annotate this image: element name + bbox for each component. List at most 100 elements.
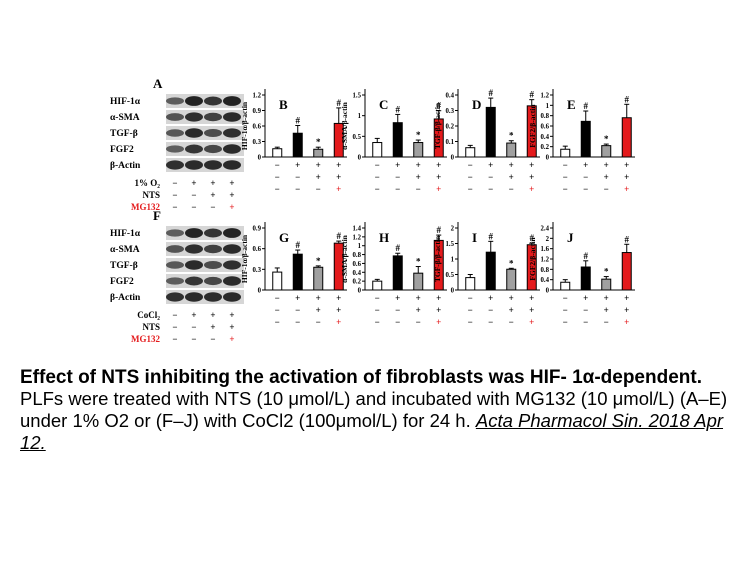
condition-mark: − xyxy=(563,184,568,194)
y-tick-label: 0.3 xyxy=(253,267,262,274)
bar xyxy=(313,148,324,158)
blot-band xyxy=(185,276,203,286)
condition-mark: − xyxy=(172,322,177,332)
condition-mark: − xyxy=(275,305,280,315)
y-tick-label: 1.6 xyxy=(541,246,550,253)
blot-band xyxy=(166,261,184,269)
condition-mark: − xyxy=(210,202,215,212)
condition-mark: + xyxy=(604,172,609,182)
y-tick-label: 0.9 xyxy=(253,226,262,233)
blot-band xyxy=(166,245,184,253)
condition-mark: + xyxy=(529,184,534,194)
band-label: α-SMA xyxy=(110,113,140,123)
condition-mark: − xyxy=(468,172,473,182)
condition-mark: + xyxy=(624,160,629,170)
blot-band xyxy=(166,113,184,121)
chart-J: J FGF2/β-actin 0 0.4 0.8 1.2 1.6 2 2.4 − − − # + − − * + +… xyxy=(528,222,635,327)
bar xyxy=(601,145,612,158)
condition-mark: − xyxy=(295,317,300,327)
bar xyxy=(621,117,632,158)
condition-mark: − xyxy=(375,293,380,303)
y-tick-label: 0 xyxy=(358,288,362,295)
significance-mark: # xyxy=(337,231,342,241)
blot-panel-F: F HIF-1α α-SMA TGF-β FGF2 β-Actin CoCl₂ − + + + NTS… xyxy=(110,208,244,344)
blot-band xyxy=(166,292,184,302)
condition-mark: − xyxy=(275,160,280,170)
condition-mark: + xyxy=(316,293,321,303)
condition-mark: + xyxy=(529,305,534,315)
blot-band xyxy=(204,160,222,170)
significance-mark: # xyxy=(530,233,535,243)
y-tick-label: 0.4 xyxy=(541,134,550,141)
y-axis-label: α-SMA/β-actin xyxy=(340,101,349,150)
band-label: TGF-β xyxy=(110,129,138,139)
band-label: α-SMA xyxy=(110,245,140,255)
significance-mark: # xyxy=(296,240,301,250)
caption-citation-link[interactable]: Acta Pharmacol Sin. 2018 Apr 12. xyxy=(20,410,724,453)
condition-mark: + xyxy=(395,293,400,303)
condition-mark: + xyxy=(336,317,341,327)
chart-I: I TGF-β/β-actin 0 0.5 1 1.5 2 − − − # + − − * + + − # + + + xyxy=(433,222,540,327)
condition-mark: + xyxy=(416,172,421,182)
bar xyxy=(465,147,476,158)
condition-mark: − xyxy=(275,184,280,194)
condition-mark: − xyxy=(395,317,400,327)
condition-mark: − xyxy=(172,202,177,212)
condition-mark: − xyxy=(468,184,473,194)
condition-mark: − xyxy=(395,184,400,194)
condition-mark: + xyxy=(229,310,234,320)
blot-band xyxy=(223,260,241,270)
blot-band xyxy=(204,292,222,302)
condition-mark: + xyxy=(436,317,441,327)
condition-mark: − xyxy=(583,172,588,182)
condition-mark: + xyxy=(229,202,234,212)
y-axis-label: TGF-β/β-actin xyxy=(433,102,442,149)
condition-mark: + xyxy=(436,160,441,170)
y-tick-label: 0.1 xyxy=(446,139,455,146)
y-tick-label: 0 xyxy=(258,288,262,295)
condition-mark: + xyxy=(395,160,400,170)
bar-chart-panels: B HIF-1α/β-actin 0 0.3 0.6 0.9 1.2 − − − # + − − * + + − #… xyxy=(240,88,635,327)
condition-mark: − xyxy=(604,317,609,327)
bar xyxy=(485,106,496,158)
blot-band xyxy=(185,244,203,254)
panel-letter: E xyxy=(567,97,576,112)
blot-band xyxy=(223,244,241,254)
condition-mark: − xyxy=(416,317,421,327)
y-tick-label: 2 xyxy=(451,226,455,233)
bar xyxy=(392,122,403,158)
y-tick-label: 0.2 xyxy=(541,144,550,151)
condition-mark: + xyxy=(624,172,629,182)
condition-mark: + xyxy=(210,310,215,320)
condition-mark: + xyxy=(229,190,234,200)
caption-text: PLFs were treated with NTS (10 μmol/L) a… xyxy=(20,388,728,431)
y-tick-label: 0.3 xyxy=(253,139,262,146)
blot-band xyxy=(223,292,241,302)
condition-mark: + xyxy=(509,172,514,182)
y-tick-label: 2.4 xyxy=(541,226,550,233)
blot-band xyxy=(223,96,241,106)
condition-mark: − xyxy=(416,184,421,194)
y-tick-label: 0 xyxy=(258,155,262,162)
bar xyxy=(413,142,424,158)
condition-mark: − xyxy=(563,305,568,315)
bar xyxy=(580,266,591,291)
condition-mark: − xyxy=(191,202,196,212)
band-label: HIF-1α xyxy=(110,229,141,239)
bar xyxy=(272,148,283,158)
blot-band xyxy=(185,292,203,302)
chart-D: D TGF-β/β-actin 0 0.1 0.2 0.3 0.4 − − − # + − − * + + − # +… xyxy=(433,88,540,194)
chart-H: Hα-SMA/β-actin 0 0.2 0.4 0.6 0.8 1 1.21.4 − − − # + −… xyxy=(340,222,447,327)
condition-mark: + xyxy=(210,322,215,332)
blot-band xyxy=(185,260,203,270)
condition-mark: + xyxy=(509,305,514,315)
band-label: HIF-1α xyxy=(110,97,141,107)
panel-letter: F xyxy=(153,208,161,223)
condition-mark: − xyxy=(172,178,177,188)
bar xyxy=(292,253,303,291)
condition-mark: − xyxy=(191,334,196,344)
figure: A HIF-1α α-SMA TGF-β FGF2 β-Actin 1% O₂ − + + + NTS… xyxy=(110,76,635,344)
y-axis-label: α-SMA/β-actin xyxy=(340,234,349,283)
significance-mark: * xyxy=(316,256,321,266)
blot-band xyxy=(185,96,203,106)
